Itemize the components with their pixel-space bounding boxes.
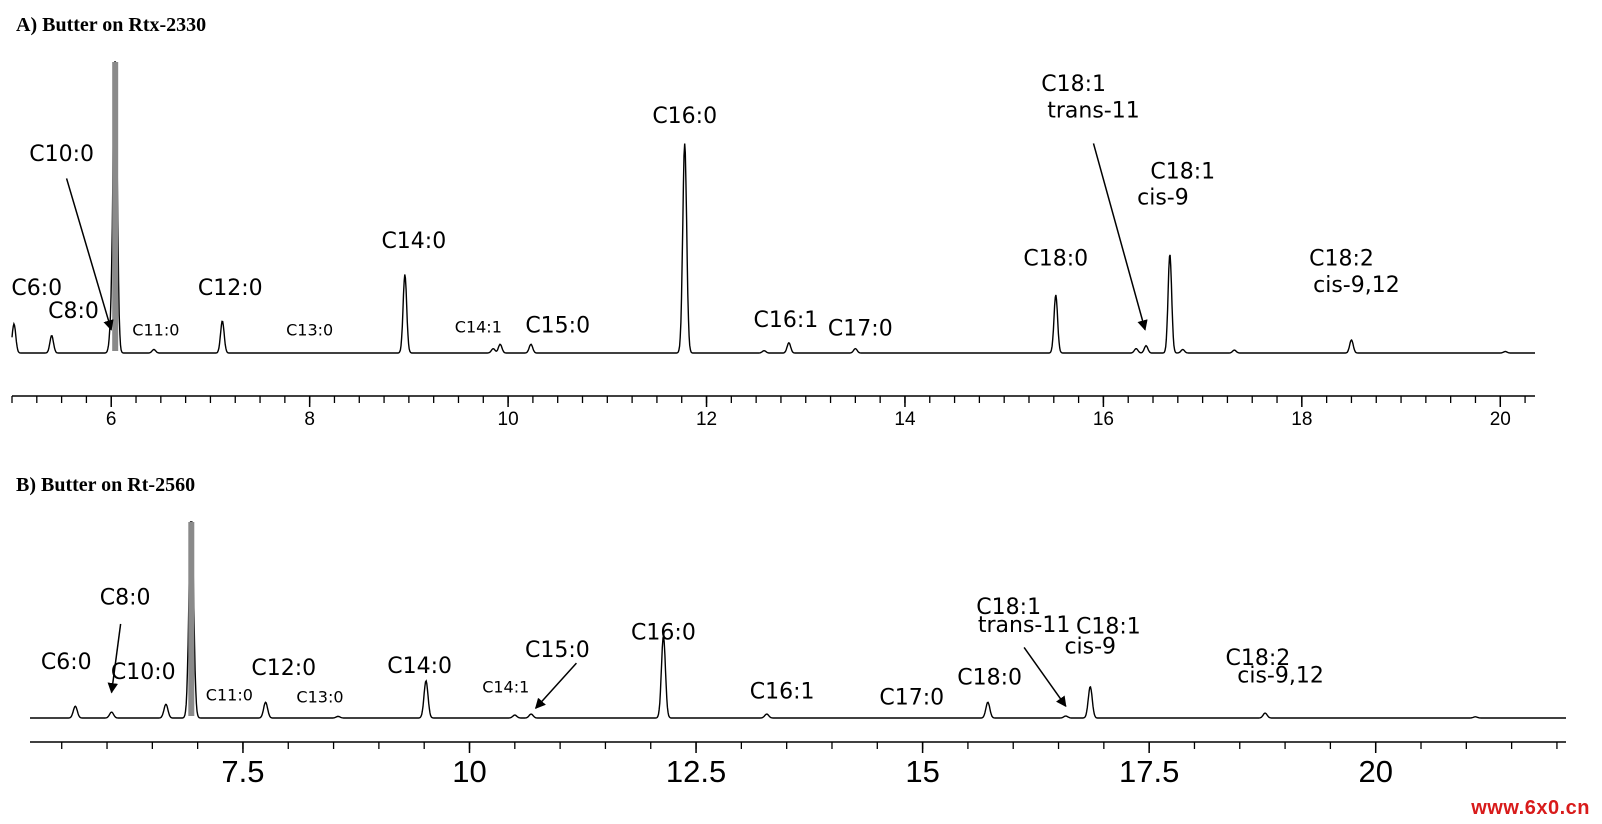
solvent-peak [188, 522, 195, 716]
chromatogram-trace [11, 61, 1535, 354]
x-tick-label: 17.5 [1119, 754, 1179, 789]
peak-label: C8:0 [100, 585, 151, 610]
peak-label: C18:1 [1076, 615, 1141, 640]
x-tick-label: 20 [1358, 754, 1392, 789]
x-tick-label: 18 [1291, 409, 1312, 430]
peak-label: C18:1 [1041, 72, 1106, 97]
x-tick-label: 20 [1490, 409, 1511, 430]
peak-label: C18:1 [976, 595, 1041, 620]
peak-label: C18:2 [1309, 247, 1374, 272]
peak-label: C13:0 [286, 321, 333, 340]
peak-label: cis-9,12 [1237, 664, 1324, 689]
peak-label: C6:0 [11, 276, 62, 301]
peak-label: C14:0 [381, 229, 446, 254]
annotation-arrow [65, 178, 114, 331]
peak-label: C14:0 [387, 654, 452, 679]
panel-b-chromatogram: 7.5 10 12.5 15 17.5 20 C6:0 C8:0 C10:0 C11:0 C12:0… [30, 521, 1566, 789]
peak-label: C14:1 [482, 678, 529, 697]
x-tick-label: 10 [498, 409, 519, 430]
peak-label: C16:0 [652, 104, 717, 129]
annotation-arrow [107, 623, 122, 694]
x-tick-label: 14 [894, 409, 916, 430]
annotation-arrow [1023, 647, 1067, 708]
peak-label: C18:0 [1023, 247, 1088, 272]
peak-label: C17:0 [879, 685, 944, 710]
peak-label: cis-9 [1064, 634, 1116, 659]
peak-label: trans-11 [1047, 98, 1140, 123]
x-tick-label: 15 [905, 754, 939, 789]
x-tick-label: 12.5 [666, 754, 726, 789]
peak-label: C12:0 [198, 276, 263, 301]
peak-label: C12:0 [251, 656, 316, 681]
peak-label: C11:0 [132, 321, 179, 340]
x-tick-label: 16 [1093, 409, 1114, 430]
peak-label: C16:1 [754, 308, 819, 333]
solvent-peak [112, 62, 119, 351]
panel-a-chromatogram: 6 8 10 12 14 16 18 20 C6:0C8:0 C10:0 C11:0 C12:0 C13… [11, 61, 1535, 430]
peak-label: C10:0 [29, 142, 94, 167]
x-tick-label: 7.5 [221, 754, 264, 789]
peak-label: cis-9,12 [1313, 273, 1400, 298]
peak-label: C6:0 [41, 650, 92, 675]
peak-label: trans-11 [978, 613, 1071, 638]
panel-b-title: B) Butter on Rt-2560 [16, 474, 196, 496]
peak-label: C14:1 [455, 318, 502, 337]
peak-label: C10:0 [111, 660, 176, 685]
annotation-arrow [534, 662, 577, 709]
peak-label: C18:0 [957, 666, 1022, 691]
peak-label: cis-9 [1137, 186, 1189, 211]
peak-label: C16:1 [750, 679, 815, 704]
panel-a-title: A) Butter on Rtx-2330 [16, 14, 207, 36]
peak-label: C11:0 [206, 685, 253, 704]
peak-label: C16:0 [631, 621, 696, 646]
peak-label: C18:1 [1150, 159, 1215, 184]
x-tick-label: 10 [452, 754, 486, 789]
peak-label: C13:0 [296, 687, 343, 706]
peak-label: C15:0 [525, 314, 590, 339]
x-tick-label: 12 [696, 409, 717, 430]
annotation-arrow [1092, 143, 1148, 331]
peak-label: C18:2 [1226, 646, 1291, 671]
peak-label: C8:0 [48, 299, 99, 324]
peak-label: C17:0 [828, 317, 893, 342]
peak-label: C15:0 [525, 638, 590, 663]
chromatogram-trace [30, 521, 1566, 719]
watermark: www.6x0.cn [1471, 797, 1590, 819]
x-tick-label: 8 [304, 409, 315, 430]
x-tick-label: 6 [106, 409, 117, 430]
